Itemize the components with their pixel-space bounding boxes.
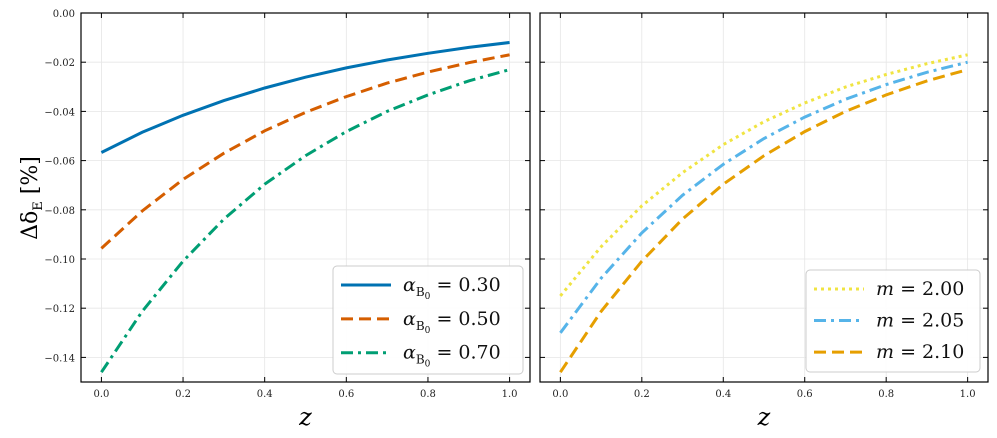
x-tick-label: 0.2: [634, 389, 650, 400]
panel-1: 0.0 0.2 0.4 0.6 0.8 1.0 0.00 −0.02 −0.04 −0.06 −0.…: [18, 9, 531, 431]
y-tick-label: −0.08: [44, 206, 75, 217]
y-tick-label: −0.12: [44, 304, 75, 315]
legend-box: [332, 265, 524, 375]
legend-label: m = 2.05: [876, 310, 964, 332]
legend-label: αB0 = 0.30: [403, 274, 501, 302]
series-line-2: [100, 53, 510, 250]
x-tick-label: 0.4: [715, 389, 731, 400]
x-tick-label: 0.6: [338, 389, 354, 400]
y-axis-label: ΔδE [%]: [18, 156, 46, 240]
y-tick-label: −0.02: [44, 58, 75, 69]
x-axis-label: z: [757, 403, 771, 431]
y-tick-label: −0.06: [44, 157, 75, 168]
x-tick-label: 0.6: [797, 389, 813, 400]
legend: m = 2.00 m = 2.05 m = 2.10: [805, 269, 981, 373]
plot-frame: [539, 12, 989, 383]
legend-label: m = 2.10: [876, 341, 964, 363]
x-tick-label: 0.2: [175, 389, 191, 400]
legend-label: m = 2.00: [876, 278, 964, 300]
legend-label: αB0 = 0.70: [403, 342, 501, 370]
plot-frame: [80, 12, 531, 383]
legend: αB0 = 0.30 αB0 = 0.50 αB0 = 0.70: [332, 265, 524, 375]
legend-box: [805, 269, 981, 373]
y-tick-label: 0.00: [53, 9, 75, 20]
x-tick-label: 0.8: [878, 389, 894, 400]
x-axis-label: z: [298, 403, 312, 431]
x-tick-label: 0.8: [420, 389, 436, 400]
x-tick-label: 1.0: [960, 389, 976, 400]
legend-label: αB0 = 0.50: [403, 308, 501, 336]
series-line-1: [559, 53, 968, 297]
series-line-3: [559, 68, 969, 374]
series-line-3: [100, 68, 511, 374]
x-tick-label: 0.4: [257, 389, 273, 400]
series-line-1: [100, 41, 510, 154]
x-tick-label: 0.0: [552, 389, 568, 400]
x-tick-label: 0.0: [93, 389, 109, 400]
x-tick-label: 1.0: [502, 389, 518, 400]
series-line-2: [559, 60, 968, 334]
panel-2: 0.0 0.2 0.4 0.6 0.8 1.0m = 2.00m = 2.05m = 2.…: [539, 12, 989, 431]
y-tick-label: −0.14: [44, 353, 75, 364]
y-tick-label: −0.10: [44, 255, 75, 266]
y-tick-label: −0.04: [44, 107, 75, 118]
